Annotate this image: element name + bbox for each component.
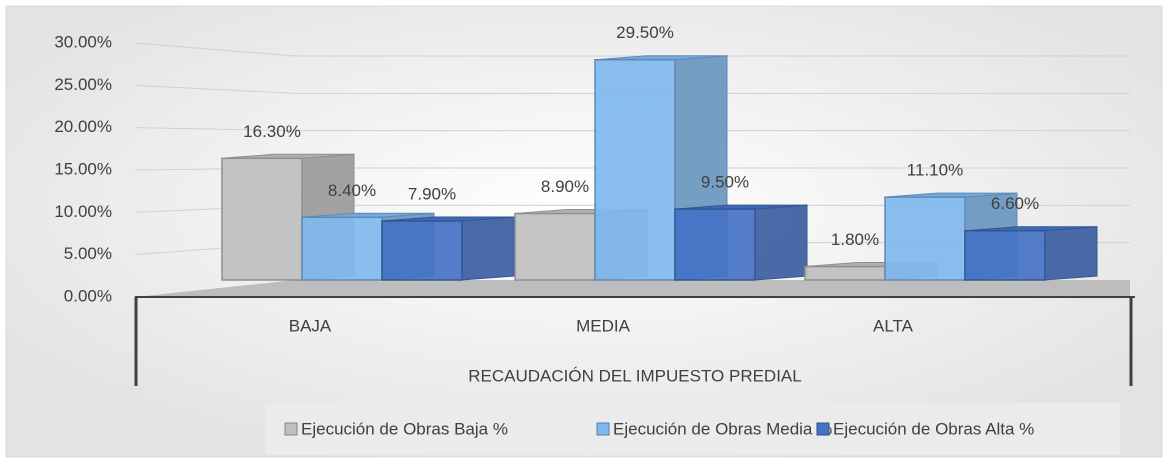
floor: [135, 280, 1130, 297]
bar: [381, 220, 463, 281]
data-label: 9.50%: [701, 173, 749, 192]
y-tick-label: 15.00%: [54, 159, 112, 178]
data-label: 6.60%: [991, 194, 1039, 213]
bar: [674, 208, 756, 281]
grid-line: [134, 127, 1130, 132]
legend-label: Ejecución de Obras Baja %: [301, 419, 508, 438]
bar: [884, 196, 966, 281]
grid-line: [134, 42, 1130, 57]
data-label: 11.10%: [907, 161, 963, 180]
bar: [301, 216, 383, 281]
legend-label: Ejecución de Obras Media %: [613, 419, 832, 438]
y-tick-label: 5.00%: [64, 244, 112, 263]
legend-swatch: [596, 422, 610, 436]
x-axis-title: RECAUDACIÓN DEL IMPUESTO PREDIAL: [468, 366, 801, 385]
bar-side: [461, 216, 515, 281]
data-label: 7.90%: [408, 184, 456, 203]
data-label: 1.80%: [831, 230, 879, 249]
y-tick-label: 25.00%: [54, 75, 112, 94]
bar: [594, 58, 676, 281]
legend-swatch: [816, 422, 830, 436]
x-tick-label: ALTA: [873, 316, 914, 335]
legend-label: Ejecución de Obras Alta %: [833, 419, 1034, 438]
grid-line: [134, 84, 1130, 94]
bar: [514, 212, 596, 281]
bar: [964, 229, 1046, 281]
bar-side: [1044, 226, 1098, 281]
y-tick-label: 0.00%: [64, 286, 112, 305]
y-tick-label: 30.00%: [54, 32, 112, 51]
data-label: 8.90%: [541, 177, 589, 196]
x-tick-label: BAJA: [289, 316, 332, 335]
data-label: 8.40%: [328, 181, 376, 200]
bar: [804, 265, 886, 281]
x-tick-label: MEDIA: [576, 316, 631, 335]
data-label: 29.50%: [616, 23, 674, 42]
legend: [265, 403, 1120, 455]
bar: [221, 157, 303, 281]
bar-side: [754, 204, 808, 281]
y-tick-label: 20.00%: [54, 117, 112, 136]
data-label: 16.30%: [243, 122, 301, 141]
legend-swatch: [284, 422, 298, 436]
y-tick-label: 10.00%: [54, 202, 112, 221]
